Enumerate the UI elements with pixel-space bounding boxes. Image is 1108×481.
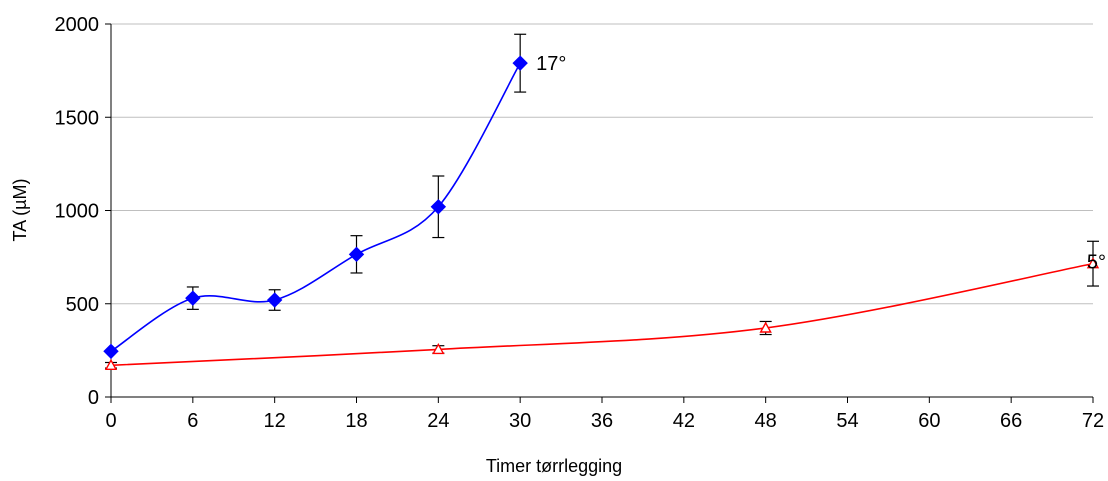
x-tick-label: 60 — [918, 410, 940, 432]
x-tick-label: 66 — [1000, 410, 1022, 432]
x-tick-label: 36 — [591, 410, 613, 432]
series-labels: 17° 5° — [536, 53, 1106, 273]
data-point — [348, 246, 365, 263]
tick-marks — [105, 23, 1094, 403]
data-point — [1086, 257, 1100, 269]
grid-lines — [111, 23, 1093, 305]
x-tick-label: 0 — [105, 410, 116, 432]
x-tick-label: 42 — [673, 410, 695, 432]
y-tick-label: 500 — [66, 294, 99, 316]
series-label: 17° — [536, 53, 566, 75]
data-point — [512, 55, 528, 71]
y-tick-label: 1000 — [55, 201, 100, 223]
x-tick-label: 12 — [264, 410, 286, 432]
markers — [103, 55, 1100, 370]
y-tick-label: 2000 — [55, 14, 100, 36]
x-tick-label: 72 — [1082, 410, 1104, 432]
data-point — [759, 321, 772, 333]
x-tick-label: 6 — [187, 410, 198, 432]
x-axis-title: Timer tørrlegging — [486, 456, 622, 476]
series-line — [110, 262, 1094, 367]
x-tick-label: 24 — [427, 410, 449, 432]
series-label: 5° — [1087, 252, 1106, 274]
data-point — [266, 292, 283, 308]
x-tick-label: 48 — [755, 410, 777, 432]
x-tick-label: 18 — [345, 410, 367, 432]
tick-labels: 0 500 1000 1500 2000 0 6 12 18 24 30 36 42 48 54 60 66 72 — [55, 14, 1105, 432]
data-point — [432, 343, 445, 355]
data-point — [185, 290, 201, 306]
series-line — [110, 62, 521, 352]
error-bars — [105, 33, 1099, 369]
series-lines — [110, 62, 1094, 367]
data-point — [430, 199, 447, 215]
y-tick-label: 0 — [88, 387, 99, 409]
data-point — [104, 358, 118, 370]
y-axis-title: TA (µM) — [10, 178, 30, 241]
x-tick-label: 54 — [836, 410, 858, 432]
x-tick-label: 30 — [509, 410, 531, 432]
data-point — [103, 343, 119, 360]
y-tick-label: 1500 — [55, 107, 100, 129]
